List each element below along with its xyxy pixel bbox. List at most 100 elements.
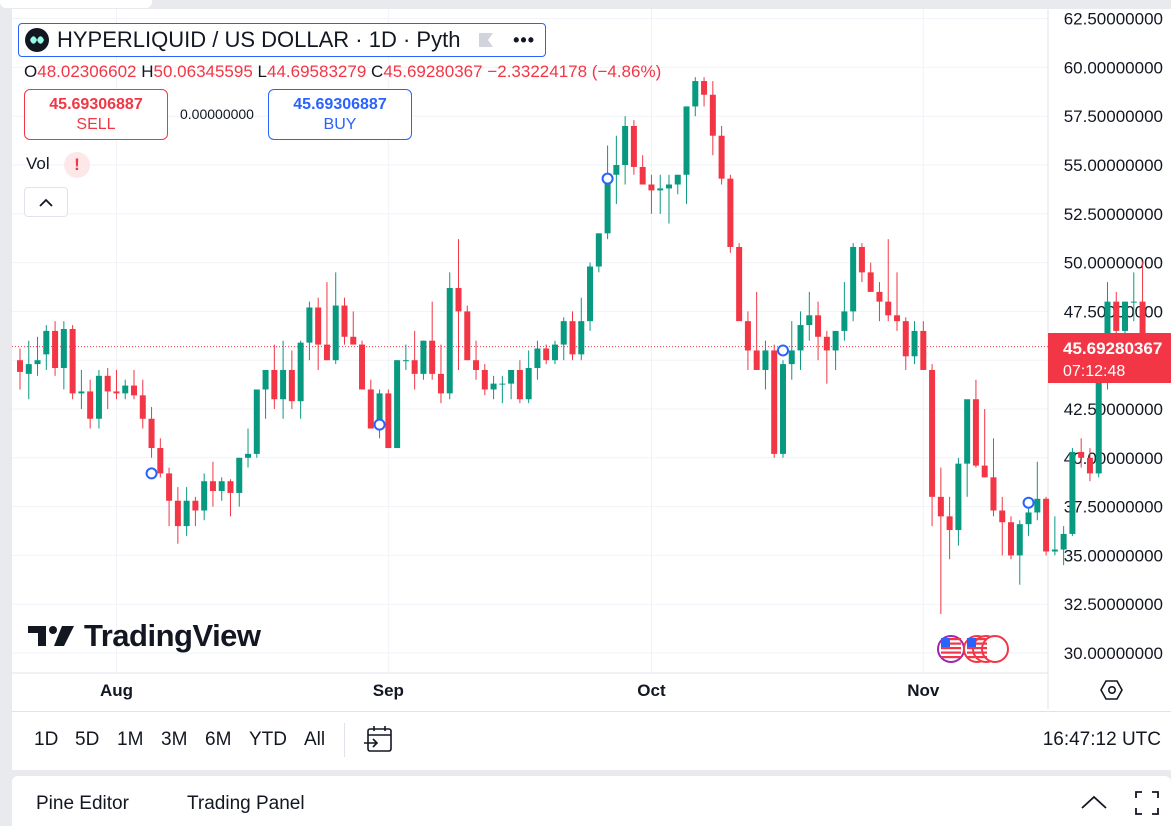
candle (578, 321, 585, 355)
x-tick-label: Aug (100, 681, 133, 700)
candle (78, 391, 85, 394)
candle (227, 481, 234, 493)
chevron-up-icon (39, 198, 53, 207)
candle (937, 496, 944, 517)
candle (350, 336, 357, 345)
range-all[interactable]: All (304, 729, 326, 750)
more-icon[interactable]: ••• (513, 29, 535, 50)
buy-label: BUY (323, 116, 357, 133)
tab-trading-panel[interactable]: Trading Panel (187, 793, 305, 814)
candle (1016, 524, 1023, 556)
candle (122, 385, 129, 394)
spread-value: 0.00000000 (180, 106, 254, 122)
candle (297, 342, 304, 402)
candle (87, 391, 94, 419)
flag-canton (941, 638, 950, 647)
symbol-title: HYPERLIQUID / US DOLLAR · 1D · Pyth (57, 27, 461, 52)
candle (411, 360, 418, 374)
flag-canton (967, 638, 976, 647)
high-label: H (141, 62, 154, 81)
candle (665, 184, 672, 189)
candle (455, 287, 462, 312)
collapse-legend-button[interactable] (24, 187, 68, 217)
candle (315, 307, 322, 345)
candle (218, 481, 225, 491)
tradingview-logo[interactable]: TradingView (28, 618, 261, 654)
goto-date-icon[interactable] (364, 725, 394, 753)
candle (779, 364, 786, 454)
range-ytd[interactable]: YTD (249, 729, 287, 750)
y-tick-label: 50.00000000 (1064, 254, 1163, 273)
range-6m[interactable]: 6M (205, 729, 232, 750)
candle (516, 369, 523, 400)
event-marker-icon (776, 344, 789, 357)
flag-stripe (941, 651, 961, 654)
candle (911, 330, 918, 357)
candle (262, 369, 269, 390)
candle (1078, 451, 1085, 458)
candle (876, 291, 883, 302)
x-tick-label: Nov (907, 681, 940, 700)
candle (209, 481, 216, 491)
sell-button[interactable]: 45.69306887 SELL (24, 89, 168, 140)
y-tick-label: 32.50000000 (1064, 595, 1163, 614)
candle (157, 448, 164, 474)
y-tick-label: 35.00000000 (1064, 546, 1163, 565)
candle (201, 481, 208, 511)
candle (920, 330, 927, 370)
candle (464, 311, 471, 361)
candle (52, 330, 59, 369)
candle (1095, 379, 1102, 474)
candle (420, 340, 427, 374)
volume-label[interactable]: Vol (26, 154, 50, 173)
symbol-legend[interactable]: HYPERLIQUID / US DOLLAR · 1D · Pyth ••• (18, 23, 546, 57)
range-1m[interactable]: 1M (117, 729, 144, 750)
flag-stripe (941, 642, 961, 645)
flag-stripe (941, 656, 961, 659)
candle (867, 272, 874, 292)
chevron-up-icon[interactable] (1080, 794, 1108, 810)
candle (823, 336, 830, 351)
candle (648, 184, 655, 191)
candle (446, 287, 453, 394)
candle (1086, 457, 1093, 474)
range-1d[interactable]: 1D (34, 729, 59, 750)
range-5d[interactable]: 5D (75, 729, 100, 750)
candle (806, 315, 813, 326)
candle (473, 360, 480, 370)
candle (508, 369, 515, 384)
x-tick-label: Sep (373, 681, 404, 700)
ohlc-values: O48.02306602 H50.06345595 L44.69583279 C… (24, 62, 661, 82)
buy-button[interactable]: 45.69306887 BUY (268, 89, 412, 140)
range-3m[interactable]: 3M (161, 729, 188, 750)
candle (236, 457, 243, 493)
candle (560, 321, 567, 345)
close-value: 45.69280367 (383, 62, 483, 81)
candle (341, 305, 348, 337)
candle (569, 321, 576, 355)
candlestick-chart[interactable]: 62.50000000 60.00000000 57.50000000 55.0000… (12, 9, 1171, 709)
candle (587, 266, 594, 322)
chart-panel[interactable]: 62.50000000 60.00000000 57.50000000 55.0000… (12, 9, 1171, 769)
open-label: O (24, 62, 38, 81)
event-marker-icon (1022, 496, 1035, 509)
low-value: 44.69583279 (267, 62, 367, 81)
maximize-icon[interactable] (1134, 790, 1160, 816)
hyperliquid-logo-icon (25, 28, 49, 52)
flag-stripe (967, 642, 987, 645)
candle (43, 330, 50, 355)
y-tick-label: 62.50000000 (1064, 10, 1163, 29)
tab-pine-editor[interactable]: Pine Editor (36, 793, 129, 814)
candle (60, 328, 67, 369)
warning-icon[interactable]: ! (64, 152, 90, 178)
flag-icon[interactable] (476, 32, 494, 48)
utc-clock[interactable]: 16:47:12 UTC (1042, 729, 1161, 750)
high-value: 50.06345595 (153, 62, 253, 81)
flag-stripe (967, 638, 987, 641)
y-tick-label: 42.50000000 (1064, 400, 1163, 419)
candle (104, 375, 111, 392)
candle (34, 360, 41, 365)
candle (1069, 451, 1076, 534)
candle (850, 246, 857, 312)
candle (525, 368, 532, 400)
